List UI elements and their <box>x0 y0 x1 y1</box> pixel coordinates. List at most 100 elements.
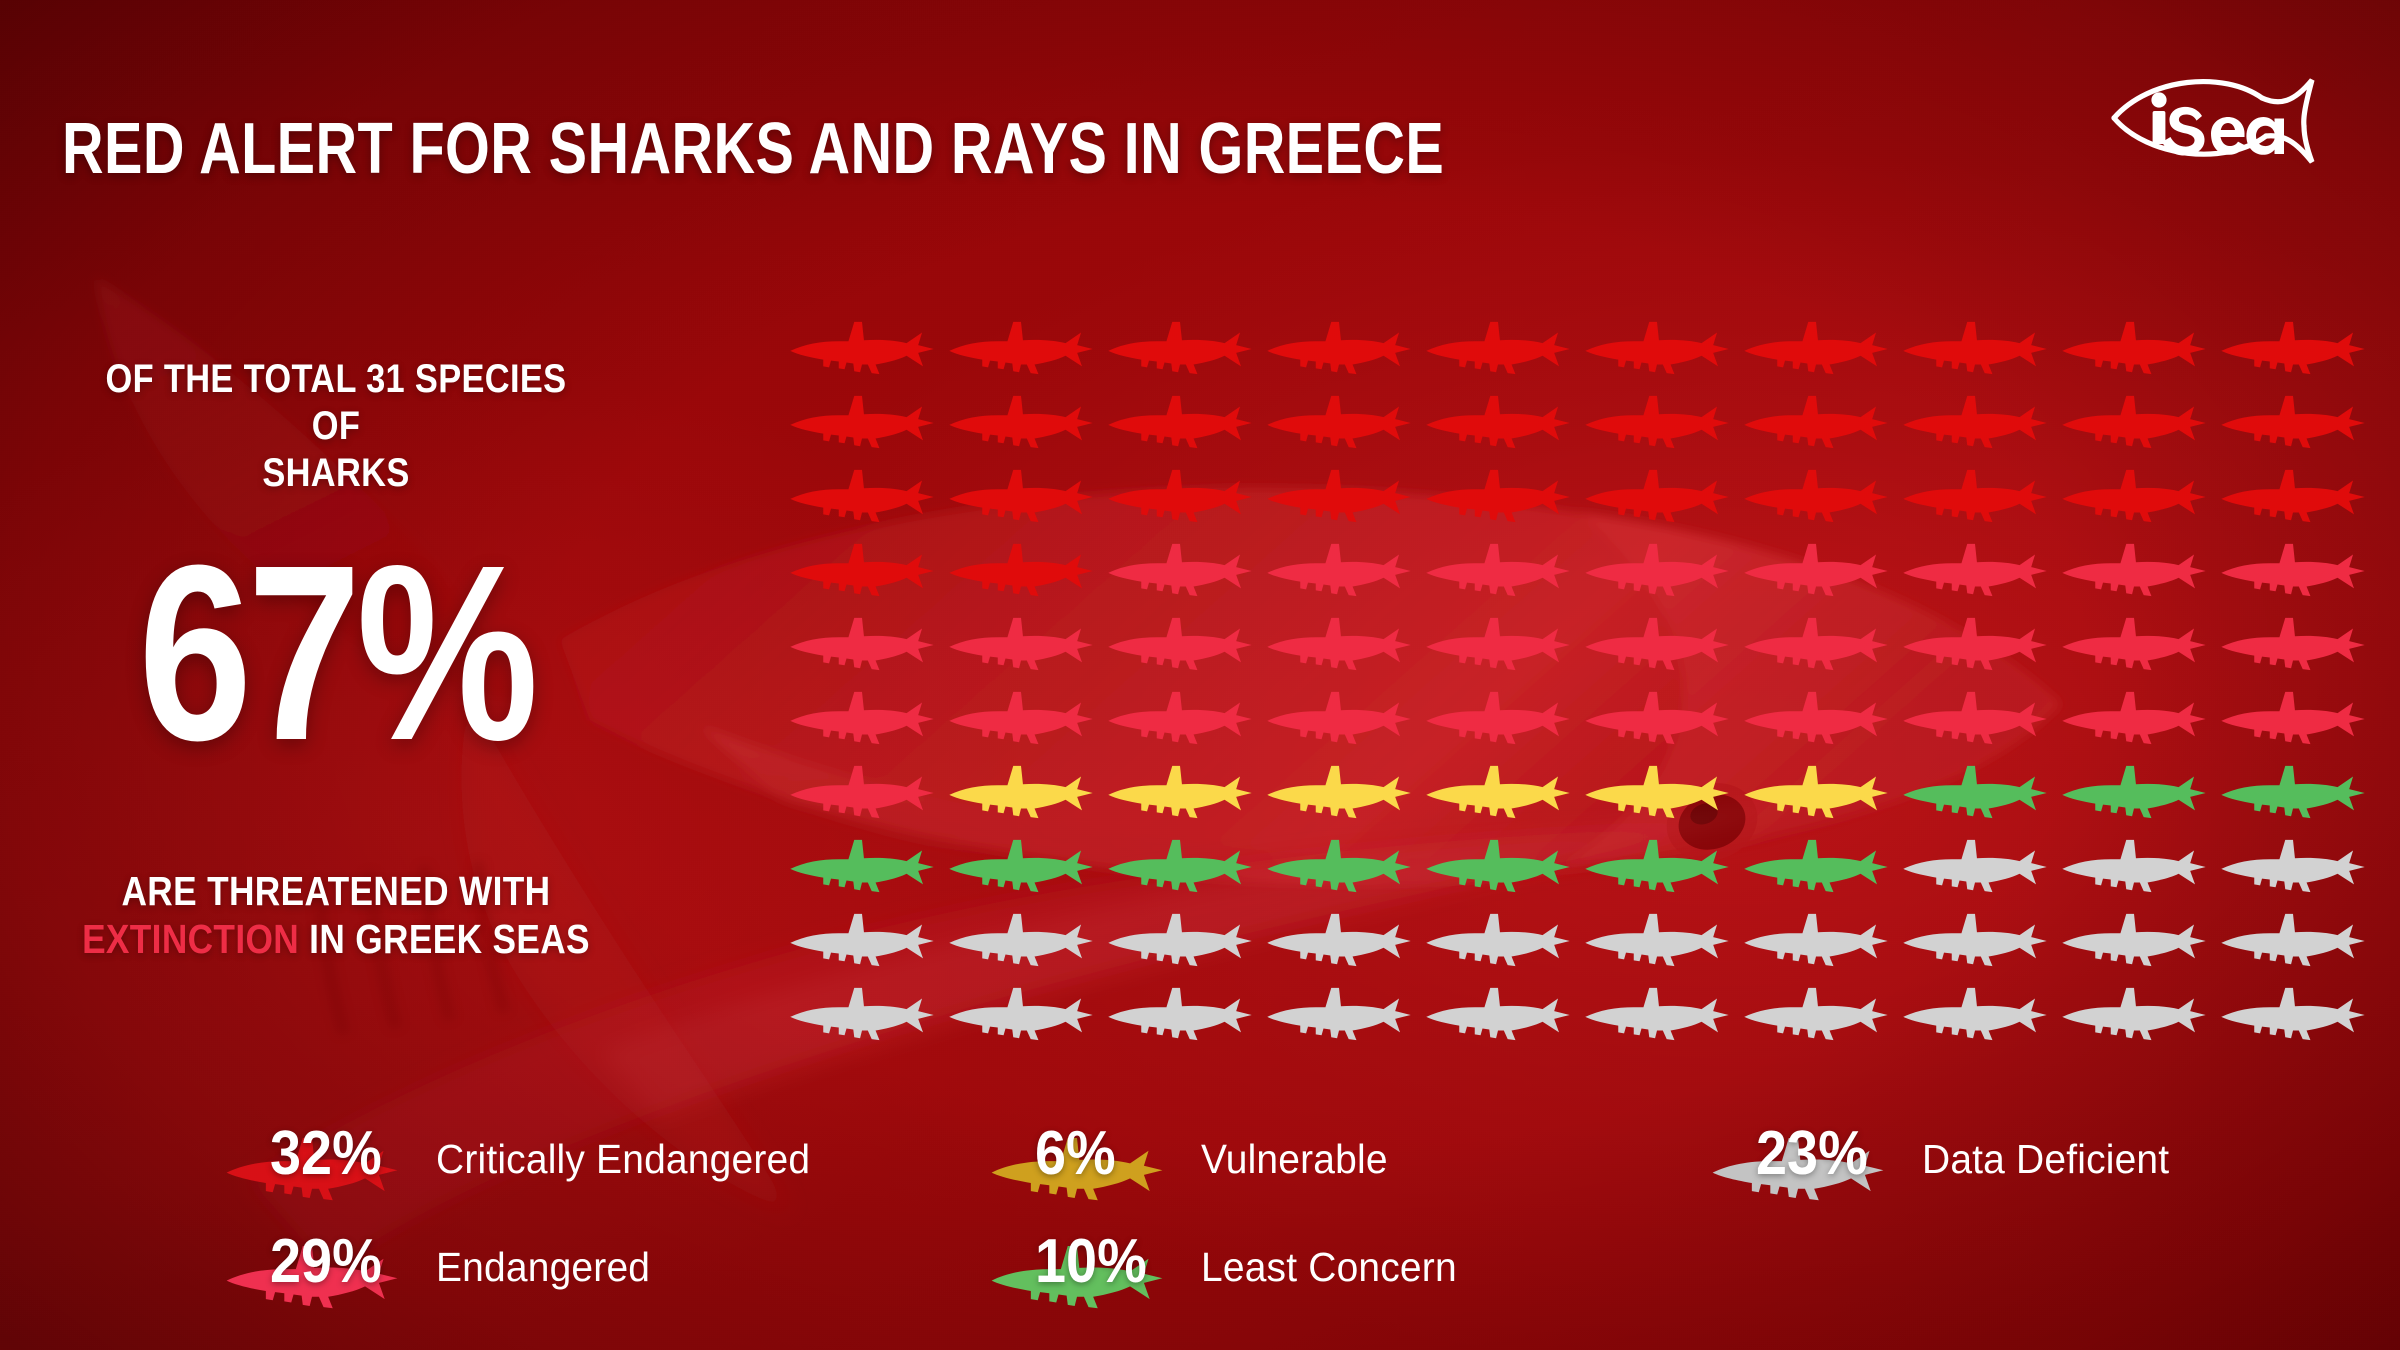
shark-icon <box>1104 312 1263 386</box>
shark-icon <box>1740 312 1899 386</box>
shark-icon <box>786 312 945 386</box>
shark-icon <box>1740 534 1899 608</box>
shark-icon <box>2217 682 2376 756</box>
shark-icon <box>786 978 945 1052</box>
shark-icon <box>1104 904 1263 978</box>
shark-icon <box>1740 386 1899 460</box>
shark-icon <box>786 830 945 904</box>
shark-icon <box>786 608 945 682</box>
shark-icon <box>1740 608 1899 682</box>
shark-icon <box>1104 978 1263 1052</box>
shark-icon <box>1422 312 1581 386</box>
shark-icon <box>945 830 1104 904</box>
shark-icon <box>2058 608 2217 682</box>
shark-icon <box>1581 460 1740 534</box>
shark-icon <box>2217 830 2376 904</box>
shark-icon <box>1263 904 1422 978</box>
shark-icon <box>786 904 945 978</box>
shark-icon <box>2217 534 2376 608</box>
legend-percentage: 6% <box>1035 1119 1116 1188</box>
shark-icon <box>222 1131 402 1205</box>
shark-icon <box>1740 682 1899 756</box>
shark-icon <box>1263 608 1422 682</box>
shark-icon <box>1422 534 1581 608</box>
shark-icon <box>222 1239 402 1313</box>
shark-icon <box>1263 312 1422 386</box>
shark-icon <box>2217 608 2376 682</box>
shark-icon <box>1740 830 1899 904</box>
shark-icon <box>1422 460 1581 534</box>
shark-icon <box>945 608 1104 682</box>
shark-icon <box>2058 682 2217 756</box>
big-percentage: 67% <box>138 513 538 792</box>
shark-icon <box>2217 312 2376 386</box>
tail-line-1: ARE THREATENED WITH <box>121 868 551 914</box>
shark-icon <box>1263 460 1422 534</box>
shark-icon <box>786 386 945 460</box>
legend-label: Least Concern <box>1201 1244 1457 1290</box>
shark-icon <box>1581 534 1740 608</box>
shark-icon <box>1581 830 1740 904</box>
shark-icon <box>786 534 945 608</box>
shark-icon <box>2217 386 2376 460</box>
shark-icon <box>1899 608 2058 682</box>
legend-percentage: 29% <box>270 1227 382 1296</box>
shark-icon <box>1104 534 1263 608</box>
shark-icon <box>1263 756 1422 830</box>
shark-icon <box>945 978 1104 1052</box>
legend-percentage: 23% <box>1756 1119 1868 1188</box>
page-title: RED ALERT FOR SHARKS AND RAYS IN GREECE <box>62 109 1445 189</box>
shark-icon <box>1263 830 1422 904</box>
shark-icon <box>2217 756 2376 830</box>
shark-icon <box>1422 386 1581 460</box>
shark-icon <box>1104 608 1263 682</box>
extinction-highlight: EXTINCTION <box>82 915 300 962</box>
shark-icon <box>987 1131 1167 1205</box>
shark-icon <box>1104 460 1263 534</box>
shark-icon <box>1899 904 2058 978</box>
shark-pictogram-grid <box>786 312 2376 1052</box>
shark-icon <box>987 1239 1167 1313</box>
legend-label: Vulnerable <box>1201 1136 1388 1182</box>
isea-logo[interactable] <box>2098 62 2342 167</box>
shark-icon <box>1581 312 1740 386</box>
shark-icon <box>945 756 1104 830</box>
shark-icon <box>1581 978 1740 1052</box>
shark-icon <box>1581 682 1740 756</box>
shark-icon <box>1263 978 1422 1052</box>
shark-icon <box>1740 460 1899 534</box>
tail-line-2: EXTINCTION IN GREEK SEAS <box>78 916 594 964</box>
tail-rest: IN GREEK SEAS <box>299 915 590 962</box>
shark-icon <box>2058 312 2217 386</box>
shark-icon <box>786 682 945 756</box>
shark-icon <box>1740 904 1899 978</box>
shark-icon <box>945 534 1104 608</box>
legend-percentage: 32% <box>270 1119 382 1188</box>
shark-icon <box>1899 830 2058 904</box>
shark-icon <box>2058 386 2217 460</box>
shark-icon <box>2217 904 2376 978</box>
shark-icon <box>945 904 1104 978</box>
shark-icon <box>1104 386 1263 460</box>
shark-icon <box>1708 1131 1888 1205</box>
shark-icon <box>1581 904 1740 978</box>
shark-icon <box>1899 460 2058 534</box>
shark-icon <box>1104 756 1263 830</box>
lead-statement: OF THE TOTAL 31 SPECIES OF SHARKS <box>78 356 594 496</box>
shark-icon <box>2058 534 2217 608</box>
shark-icon <box>945 386 1104 460</box>
legend: 32% Critically Endangered 29% Endangered 6% V… <box>226 1123 2350 1325</box>
shark-icon <box>2058 460 2217 534</box>
shark-icon <box>1422 978 1581 1052</box>
legend-label: Endangered <box>436 1244 651 1290</box>
shark-icon <box>2058 904 2217 978</box>
shark-icon <box>1899 756 2058 830</box>
shark-icon <box>945 460 1104 534</box>
shark-icon <box>1740 756 1899 830</box>
shark-icon <box>1422 682 1581 756</box>
shark-icon <box>1104 830 1263 904</box>
shark-icon <box>1581 608 1740 682</box>
logo-wordmark <box>2151 92 2284 156</box>
shark-icon <box>1899 312 2058 386</box>
shark-icon <box>1263 682 1422 756</box>
